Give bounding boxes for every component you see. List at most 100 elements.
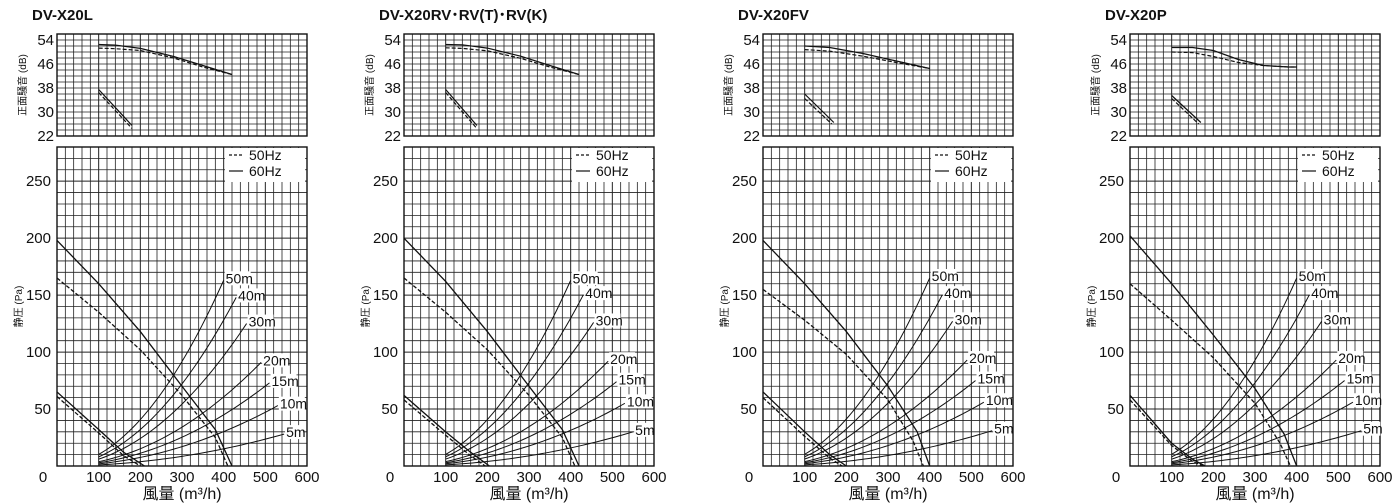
- pressure-series-50Hz-2: [762, 288, 925, 467]
- noise-y-tick: 46: [743, 56, 760, 73]
- duct-label-bg: [1297, 269, 1324, 284]
- x-tick: 600: [641, 469, 666, 486]
- pressure-series-60Hz-1: [762, 239, 931, 467]
- pressure-y-tick: 100: [1099, 344, 1124, 361]
- duct-label-bg: [609, 352, 636, 367]
- duct-curve-15m: [445, 381, 617, 464]
- chart-group-4: [1129, 33, 1381, 467]
- noise-y-tick: 22: [37, 128, 54, 145]
- duct-label-bg: [625, 394, 652, 409]
- duct-curve-10m: [1171, 401, 1354, 465]
- noise-y-tick: 30: [1110, 104, 1127, 121]
- x-tick: 500: [959, 469, 984, 486]
- duct-label-bg: [270, 373, 297, 388]
- legend-label: 50Hz: [596, 147, 629, 163]
- duct-label-bg: [571, 271, 598, 286]
- duct-label-bg: [1362, 421, 1381, 436]
- duct-curve-label: 5m: [1363, 421, 1382, 437]
- duct-curve-label: 15m: [272, 373, 299, 389]
- pressure-y-tick: 200: [1099, 230, 1124, 247]
- duct-curve-30m: [445, 322, 595, 460]
- duct-curve-20m: [98, 361, 262, 463]
- chart-title: DV-X20P: [1105, 7, 1167, 24]
- pressure-y-tick: 150: [26, 287, 51, 304]
- noise-y-tick: 54: [1110, 32, 1127, 49]
- duct-label-bg: [930, 269, 957, 284]
- duct-curve-label: 15m: [619, 372, 646, 388]
- duct-curve-label: 10m: [280, 396, 307, 412]
- duct-label-bg: [968, 351, 995, 366]
- noise-y-axis-label: 正面騒音 (dB): [363, 54, 376, 116]
- duct-curve-label: 40m: [238, 287, 265, 303]
- pressure-y-tick: 250: [26, 173, 51, 190]
- pressure-series-60Hz-1: [56, 239, 233, 467]
- x-tick: 300: [169, 469, 194, 486]
- noise-series-60Hz-3: [804, 93, 835, 123]
- duct-curve-30m: [804, 321, 954, 460]
- noise-y-axis-label: 正面騒音 (dB): [722, 54, 735, 116]
- duct-curve-50m: [1171, 277, 1298, 455]
- pressure-series-50Hz-2: [1129, 283, 1292, 467]
- duct-label-bg: [584, 286, 611, 301]
- duct-curve-label: 40m: [585, 285, 612, 301]
- x-tick: 400: [558, 469, 583, 486]
- duct-curve-10m: [98, 405, 279, 465]
- duct-label-bg: [1310, 286, 1337, 301]
- noise-panel-frame: [56, 33, 308, 137]
- duct-curve-50m: [445, 280, 572, 455]
- duct-label-bg: [237, 288, 264, 303]
- duct-curve-15m: [98, 382, 270, 464]
- x-tick: 400: [211, 469, 236, 486]
- x-tick: 300: [875, 469, 900, 486]
- noise-panel-frame: [762, 33, 1014, 137]
- x-axis-label: 風量 (m³/h): [1215, 486, 1294, 503]
- pressure-y-axis-label: 静圧 (Pa): [12, 286, 25, 328]
- duct-curve-label: 5m: [286, 424, 305, 440]
- duct-curve-20m: [1171, 359, 1337, 463]
- duct-curve-30m: [98, 323, 247, 460]
- duct-label-bg: [247, 314, 274, 329]
- noise-series-60Hz-1: [445, 43, 580, 76]
- pressure-y-axis-label: 静圧 (Pa): [359, 286, 372, 328]
- pressure-series-60Hz-3: [762, 391, 847, 467]
- pressure-y-tick: 250: [373, 173, 398, 190]
- duct-curve-5m: [1171, 430, 1362, 466]
- duct-label-bg: [278, 396, 305, 411]
- x-tick: 0: [386, 469, 394, 486]
- noise-series-60Hz-3: [445, 89, 478, 126]
- chart-group-3: [762, 33, 1014, 467]
- duct-curve-40m: [445, 294, 584, 458]
- duct-curve-50m: [98, 280, 225, 455]
- pressure-panel-frame: [1129, 146, 1381, 467]
- chart-title: DV-X20FV: [738, 7, 809, 24]
- duct-curve-20m: [445, 360, 609, 463]
- duct-curve-30m: [1171, 321, 1323, 460]
- noise-series-50Hz-4: [445, 92, 478, 129]
- x-axis-label: 風量 (m³/h): [489, 486, 568, 503]
- noise-series-50Hz-4: [98, 92, 133, 129]
- x-tick: 200: [128, 469, 153, 486]
- noise-y-tick: 30: [384, 104, 401, 121]
- noise-panel-frame: [1129, 33, 1381, 137]
- noise-y-axis-label: 正面騒音 (dB): [1089, 54, 1102, 116]
- noise-y-axis-label: 正面騒音 (dB): [16, 54, 29, 116]
- duct-curve-10m: [445, 402, 626, 465]
- duct-label-bg: [993, 421, 1012, 436]
- noise-series-60Hz-1: [804, 45, 930, 70]
- pressure-series-60Hz-1: [403, 237, 580, 467]
- pressure-y-tick: 150: [373, 287, 398, 304]
- x-tick: 0: [1112, 469, 1120, 486]
- x-tick: 200: [1201, 469, 1226, 486]
- duct-curve-label: 5m: [994, 421, 1013, 437]
- pressure-y-tick: 150: [1099, 287, 1124, 304]
- noise-y-tick: 38: [743, 80, 760, 97]
- legend-box: [931, 148, 1011, 182]
- noise-series-60Hz-3: [98, 89, 133, 126]
- duct-label-bg: [1322, 312, 1349, 327]
- noise-series-50Hz-4: [804, 98, 833, 125]
- noise-series-60Hz-1: [98, 43, 233, 76]
- noise-series-60Hz-3: [1171, 95, 1202, 123]
- legend-label: 60Hz: [1322, 163, 1355, 179]
- x-tick: 600: [1000, 469, 1025, 486]
- x-tick: 400: [917, 469, 942, 486]
